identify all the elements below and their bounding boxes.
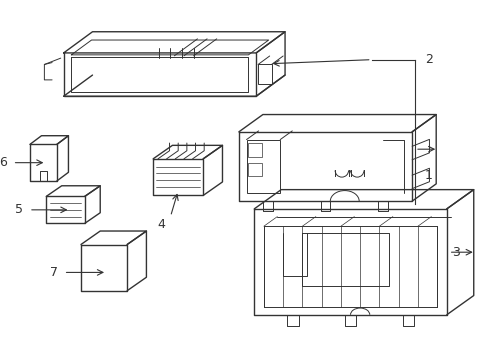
Text: 2: 2 xyxy=(425,53,433,66)
Text: 1: 1 xyxy=(425,169,433,182)
Text: 5: 5 xyxy=(15,203,24,216)
Text: 6: 6 xyxy=(0,156,7,169)
Text: 7: 7 xyxy=(50,266,58,279)
Text: 3: 3 xyxy=(452,246,460,259)
Text: 4: 4 xyxy=(157,218,165,231)
